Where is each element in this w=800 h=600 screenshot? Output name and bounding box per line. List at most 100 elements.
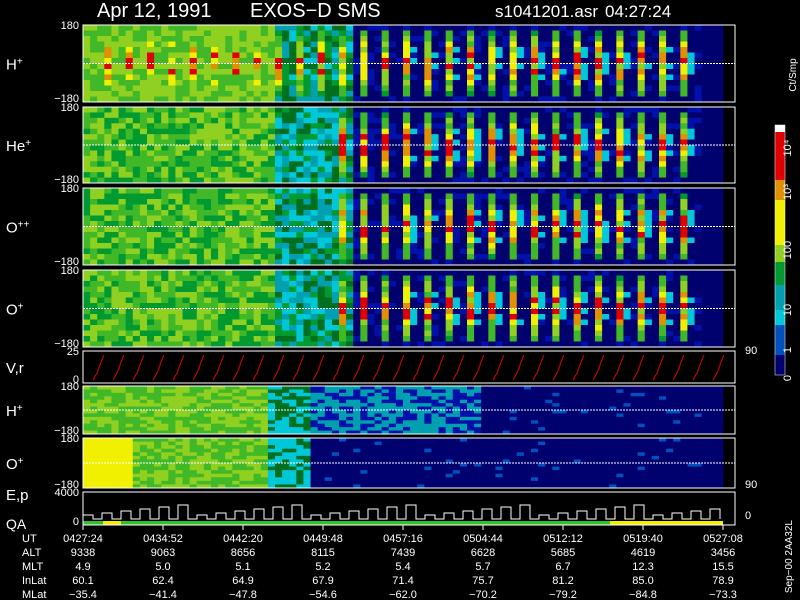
spectrogram-cell (275, 36, 283, 42)
spectrogram-cell (147, 237, 155, 244)
spectrogram-cell (559, 319, 567, 326)
spectrogram-cell (104, 308, 112, 315)
spectrogram-cell (324, 281, 333, 287)
spectrogram-cell (474, 237, 482, 244)
spectrogram-cell (203, 74, 212, 81)
spectrogram-cell (502, 36, 511, 42)
spectrogram-cell (395, 41, 404, 48)
spectrogram-cell (132, 237, 141, 244)
spectrogram-cell (161, 297, 169, 304)
spectrogram-cell (488, 248, 496, 255)
spectrogram-cell (559, 134, 567, 140)
spectrogram-cell (659, 204, 667, 211)
spectrogram-cell (708, 232, 717, 238)
spectrogram-cell (445, 36, 454, 42)
spectrogram-cell (182, 319, 191, 326)
spectrogram-cell (97, 166, 105, 173)
spectrogram-cell (324, 112, 333, 119)
spectrogram-cell (218, 25, 226, 31)
spectrogram-cell (381, 41, 390, 48)
spectrogram-cell (566, 303, 575, 309)
spectrogram-cell (630, 221, 639, 227)
spectrogram-cell (388, 303, 397, 309)
spectrogram-cell (175, 325, 183, 331)
spectrogram-cell (623, 325, 631, 331)
spectrogram-cell (125, 36, 134, 42)
spectrogram-cell (595, 193, 603, 200)
spectrogram-cell (346, 308, 354, 315)
spectrogram-cell (438, 161, 447, 168)
spectrogram-cell (239, 112, 247, 119)
spectrogram-cell (139, 25, 148, 31)
spectrogram-cell (246, 74, 255, 81)
spectrogram-cell (125, 25, 134, 31)
spectrogram-cell (282, 74, 290, 81)
spectrogram-cell (417, 41, 425, 48)
spectrogram-cell (602, 166, 610, 173)
spectrogram-cell (481, 85, 489, 92)
spectrogram-cell (104, 177, 112, 184)
spectrogram-cell (609, 166, 617, 173)
spectrogram-cell (467, 281, 475, 287)
spectrogram-cell (353, 237, 361, 244)
spectrogram-cell (196, 172, 205, 178)
spectrogram-cell (289, 128, 297, 135)
spectrogram-cell (452, 30, 461, 37)
spectrogram-cell (438, 275, 447, 282)
spectrogram-cell (559, 210, 567, 216)
spectrogram-cell (168, 177, 176, 184)
spectrogram-cell (573, 69, 582, 75)
spectrogram-cell (474, 52, 482, 59)
spectrogram-cell (566, 188, 575, 194)
spectrogram-cell (239, 172, 247, 178)
spectrogram-cell (331, 63, 340, 70)
spectrogram-cell (609, 297, 617, 304)
spectrogram-cell (666, 177, 674, 184)
spectrogram-cell (403, 275, 411, 282)
spectrogram-cell (495, 47, 503, 53)
spectrogram-cell (410, 237, 418, 244)
spectrogram-cell (595, 303, 603, 309)
spectrogram-cell (516, 123, 525, 130)
spectrogram-cell (559, 123, 567, 130)
spectrogram-cell (552, 232, 560, 238)
spectrogram-cell (708, 36, 717, 42)
spectrogram-cell (139, 319, 148, 326)
spectrogram-cell (225, 30, 233, 37)
spectrogram-cell (495, 297, 503, 304)
spectrogram-cell (651, 155, 660, 162)
spectrogram-cell (296, 112, 304, 119)
spectrogram-cell (566, 275, 575, 282)
spectrogram-cell (445, 123, 454, 130)
spectrogram-cell (715, 117, 724, 124)
spectrogram-cell (196, 161, 205, 168)
spectrogram-cell (211, 325, 219, 331)
spectrogram-cell (125, 177, 134, 184)
spectrogram-cell (616, 199, 624, 205)
spectrogram-cell (154, 36, 162, 42)
spectrogram-cell (488, 199, 496, 205)
spectrogram-cell (218, 303, 226, 309)
spectrogram-cell (339, 166, 347, 173)
spectrogram-cell (623, 145, 631, 151)
spectrogram-cell (573, 221, 582, 227)
spectrogram-cell (90, 172, 98, 178)
spectrogram-cell (196, 303, 205, 309)
spectrogram-cell (346, 161, 354, 168)
spectrogram-cell (381, 150, 390, 157)
spectrogram-cell (481, 270, 489, 276)
spectrogram-cell (196, 47, 205, 53)
spectrogram-cell (282, 91, 290, 97)
spectrogram-cell (161, 341, 169, 348)
spectrogram-cell (339, 139, 347, 146)
spectrogram-cell (623, 204, 631, 211)
spectrogram-cell (495, 330, 503, 337)
spectrogram-cell (630, 193, 639, 200)
spectrogram-cell (623, 85, 631, 92)
spectrogram-cell (260, 25, 269, 31)
spectrogram-cell (573, 232, 582, 238)
spectrogram-cell (182, 226, 191, 233)
spectrogram-cell (552, 314, 560, 320)
spectrogram-cell (282, 341, 290, 348)
spectrogram-cell (666, 52, 674, 59)
